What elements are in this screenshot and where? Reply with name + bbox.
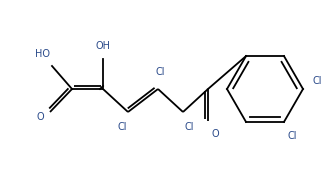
Text: Cl: Cl bbox=[117, 122, 127, 132]
Text: O: O bbox=[211, 129, 219, 139]
Text: Cl: Cl bbox=[287, 131, 297, 141]
Text: Cl: Cl bbox=[312, 76, 322, 86]
Text: O: O bbox=[36, 112, 44, 122]
Text: HO: HO bbox=[34, 49, 50, 59]
Text: Cl: Cl bbox=[155, 67, 165, 77]
Text: Cl: Cl bbox=[184, 122, 194, 132]
Text: OH: OH bbox=[95, 41, 111, 51]
